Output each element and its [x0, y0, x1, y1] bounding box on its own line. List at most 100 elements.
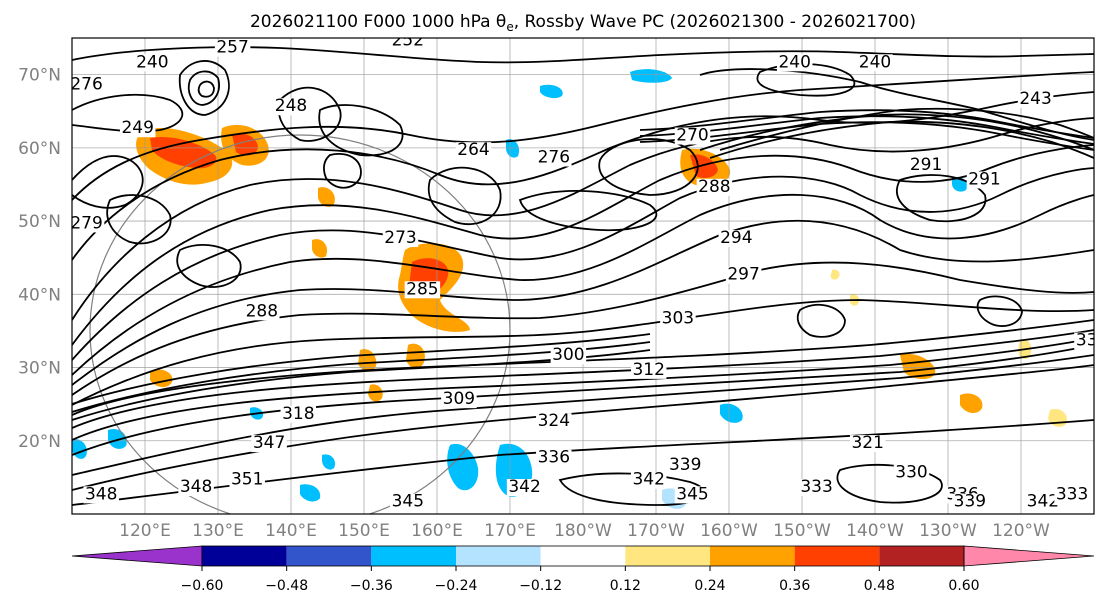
lat-tick-label: 40°N [18, 285, 61, 305]
anomaly-shade-orange [406, 343, 425, 369]
lon-tick-label: 140°E [265, 521, 317, 541]
contour-label: 249 [121, 118, 153, 138]
contour-label: 288 [246, 301, 278, 321]
contour-label: 33 [1076, 331, 1098, 351]
contour-label-background [674, 486, 711, 504]
colorbar-segment [625, 546, 710, 566]
lat-tick-label: 50°N [18, 212, 61, 232]
contour-line [72, 46, 1094, 64]
anomaly-shade-orange [368, 384, 383, 402]
anomaly-shade-cyan [447, 443, 479, 491]
contour-line [518, 190, 658, 232]
contour-line [72, 354, 1094, 476]
lon-tick-label: 120°W [992, 521, 1050, 541]
colorbar-tick-label: 0.60 [948, 578, 979, 594]
contour-label: 285 [406, 279, 438, 299]
contour-label-background [134, 54, 171, 72]
contour-line [72, 117, 1094, 321]
colorbar-tick-label: −0.36 [350, 578, 393, 594]
anomaly-shade-orange [312, 239, 328, 258]
figure-title: 2026021100 F000 1000 hPa θe, Rossby Wave… [250, 12, 916, 34]
contour-line [187, 70, 220, 106]
rossby-wave-circle [89, 134, 511, 514]
contour-label: 336 [538, 448, 570, 468]
contour-label: 248 [275, 96, 307, 116]
anomaly-shade-orange [960, 393, 983, 414]
contour-labels: 252 257 240 276 248 240 240 243 249 264 276 270 288 2… [72, 30, 1098, 512]
contour-line [598, 138, 699, 196]
contour-label-background [536, 149, 572, 167]
lat-tick-label: 20°N [18, 432, 61, 452]
contour-label-background [718, 230, 755, 248]
contour-label-background [1017, 90, 1054, 108]
contour-label-background [441, 391, 477, 409]
lon-tick-label: 130°W [919, 521, 977, 541]
contour-label-background [1025, 493, 1061, 511]
anomaly-shade-cyan [720, 403, 743, 423]
contour-label-background [390, 493, 426, 511]
lon-tick-label: 150°E [338, 521, 390, 541]
contour-label: 240 [778, 52, 810, 72]
lon-tick-label: 170°W [627, 521, 685, 541]
colorbar: −0.60 −0.48 −0.36 −0.24 −0.12 0.12 0.24 0.36 0.4… [71, 545, 1095, 594]
contour-label: 288 [698, 177, 730, 197]
contour-line [72, 329, 1094, 429]
latitude-tick-labels: 70°N 60°N 50°N 40°N 30°N 20°N [18, 66, 61, 452]
anomaly-shade-red [150, 136, 217, 169]
contour-line [72, 261, 1094, 396]
contour-line [72, 193, 1094, 376]
contour-label-background [455, 142, 492, 160]
contour-label-background [849, 435, 886, 453]
contour-label-background [506, 479, 543, 497]
contour-line [176, 243, 242, 288]
contour-label-background [893, 464, 930, 482]
contour-label: 339 [954, 492, 986, 512]
colorbar-extend-high [963, 545, 1095, 567]
colorbar-frame [201, 545, 965, 567]
contour-line [323, 152, 362, 189]
contour-line [72, 364, 1094, 491]
contour-line [277, 86, 342, 142]
contour-label: 345 [392, 492, 424, 512]
colorbar-segment [540, 546, 626, 566]
map-frame [71, 37, 1095, 515]
lon-tick-label: 140°W [846, 521, 904, 541]
contour-line [106, 194, 172, 245]
contour-line [699, 68, 1094, 141]
contour-label: 264 [457, 140, 489, 160]
contour-label-background [251, 435, 287, 453]
contour-label-background [382, 230, 419, 248]
contour-line [72, 71, 1094, 201]
contour-line [639, 121, 1094, 151]
contour-label: 330 [895, 462, 927, 482]
contour-label: 240 [136, 52, 168, 72]
colorbar-tick-label: 0.36 [779, 578, 810, 594]
contour-line [72, 333, 651, 405]
contour-line [72, 299, 1094, 406]
contour-line [976, 295, 1023, 327]
contour-label-background [857, 54, 893, 72]
contour-label: 243 [1019, 89, 1051, 109]
colorbar-tick-label: −0.60 [181, 578, 224, 594]
contour-line [72, 337, 1094, 441]
contour-label-background [550, 347, 587, 365]
contour-label-background [280, 405, 317, 423]
contour-label-background [674, 127, 711, 145]
contour-line [796, 303, 846, 338]
contour-label-background [244, 303, 280, 321]
lon-tick-label: 120°E [119, 521, 171, 541]
colorbar-tick-label: −0.12 [519, 578, 562, 594]
colorbar-tick-label: 0.12 [610, 578, 641, 594]
anomaly-shade-cyan [322, 454, 336, 470]
contour-label: 333 [1056, 484, 1088, 504]
contour-label-background [798, 479, 835, 497]
contour-line [197, 80, 215, 98]
contour-line [72, 93, 184, 133]
contour-line [72, 91, 1094, 261]
contour-label: 291 [968, 169, 1000, 189]
contour-label: 252 [392, 30, 424, 50]
anomaly-shade-red [232, 133, 258, 156]
lon-tick-label: 180°W [554, 521, 612, 541]
shading-layer [72, 69, 1067, 509]
longitude-tick-labels: 120°E 130°E 140°E 150°E 160°E 170°E 180°W 170°W… [119, 521, 1050, 541]
